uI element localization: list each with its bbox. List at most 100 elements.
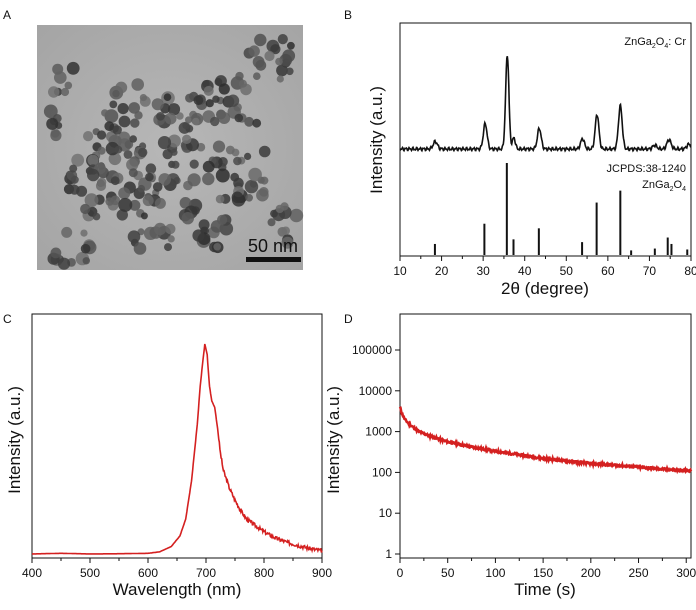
nanoparticle: [116, 209, 128, 221]
nanoparticle: [129, 199, 141, 211]
nanoparticle: [244, 116, 255, 127]
nanoparticle: [252, 56, 265, 68]
nanoparticle: [248, 167, 262, 182]
x-tick-label: 700: [196, 566, 216, 580]
nanoparticle: [153, 222, 167, 236]
nanoparticle: [43, 104, 58, 119]
nanoparticle: [109, 100, 118, 109]
nanoparticle: [164, 243, 172, 252]
nanoparticle: [57, 257, 71, 270]
nanoparticle: [218, 83, 230, 95]
x-tick-label: 250: [629, 566, 649, 580]
x-tick-label: 150: [533, 566, 553, 580]
emission-plot-frame: [31, 313, 323, 559]
x-tick-label: 10: [393, 264, 407, 278]
nanoparticle: [167, 103, 181, 116]
nanoparticle: [157, 136, 172, 150]
nanoparticle: [281, 226, 290, 235]
y-tick-label: 10000: [359, 384, 393, 398]
nanoparticle: [181, 212, 194, 225]
nanoparticle: [214, 78, 223, 86]
nanoparticle: [171, 160, 180, 169]
nanoparticle: [123, 150, 133, 159]
decay-curve-line: [398, 406, 693, 475]
nanoparticle: [234, 113, 244, 123]
nanoparticle: [46, 117, 59, 130]
nanoparticle: [61, 226, 73, 238]
nanoparticle: [50, 129, 62, 142]
nanoparticle: [145, 172, 154, 182]
nanoparticle: [258, 145, 271, 158]
nanoparticle: [140, 212, 148, 220]
x-tick-label: 20: [435, 264, 449, 278]
nanoparticle: [286, 67, 294, 76]
nanoparticle: [130, 118, 140, 128]
xrd-chart: 10 20 30 40 50 60 70 80 ZnGa2O4: Cr JCPDS:38-12…: [367, 22, 696, 298]
nanoparticle: [192, 229, 205, 242]
nanoparticle: [244, 152, 252, 160]
nanoparticle: [205, 99, 214, 108]
panel-label-a: A: [3, 8, 11, 22]
panel-label-b: B: [344, 8, 352, 22]
nanoparticle: [215, 168, 230, 183]
nanoparticle: [256, 188, 269, 202]
nanoparticle: [105, 197, 114, 206]
nanoparticle: [129, 135, 137, 143]
nanoparticle: [167, 134, 181, 148]
xrd-plot-frame: [399, 22, 692, 257]
decay-chart: 0 50 100 150 200 250 300110100100010000100000 …: [324, 313, 696, 599]
nanoparticle: [267, 218, 276, 227]
xrd-x-axis-label: 2θ (degree): [501, 279, 589, 298]
nanoparticle: [114, 145, 123, 154]
nanoparticle: [210, 116, 220, 127]
nanoparticle: [178, 122, 191, 134]
decay-plot-frame: [399, 313, 692, 559]
nanoparticle: [110, 176, 120, 186]
nanoparticle: [80, 243, 91, 254]
nanoparticle: [66, 61, 80, 75]
nanoparticle: [202, 160, 215, 173]
nanoparticle: [127, 230, 141, 243]
nanoparticle: [289, 208, 304, 223]
x-tick-label: 50: [441, 566, 455, 580]
nanoparticle: [83, 131, 94, 142]
xrd-y-axis-label: Intensity (a.u.): [367, 86, 386, 194]
nanoparticle: [97, 146, 106, 155]
nanoparticle: [87, 154, 99, 166]
nanoparticle: [69, 184, 80, 195]
y-tick-label: 1: [385, 547, 392, 561]
nanoparticle: [213, 243, 221, 251]
nanoparticle: [126, 158, 139, 171]
nanoparticle: [281, 236, 294, 249]
panel-label-d: D: [344, 312, 353, 326]
x-tick-label: 0: [397, 566, 404, 580]
nanoparticle: [50, 247, 62, 259]
nanoparticle: [260, 176, 269, 185]
nanoparticle: [134, 111, 143, 120]
nanoparticle: [158, 173, 171, 186]
nanoparticle: [252, 72, 261, 80]
nanoparticle: [164, 112, 177, 125]
x-tick-label: 300: [676, 566, 696, 580]
nanoparticle: [176, 112, 184, 120]
nanoparticle: [69, 164, 78, 173]
nanoparticle: [101, 109, 109, 117]
nanoparticle: [165, 223, 176, 235]
nanoparticle: [187, 173, 201, 187]
nanoparticle: [128, 168, 138, 178]
nanoparticle: [275, 204, 284, 214]
nanoparticle: [270, 209, 278, 218]
nanoparticle: [275, 57, 283, 66]
xrd-sample-pattern: [399, 56, 692, 153]
y-tick-label: 100000: [352, 343, 392, 357]
x-tick-label: 800: [254, 566, 274, 580]
y-tick-label: 10: [379, 506, 393, 520]
nanoparticle: [248, 45, 260, 57]
nanoparticle: [108, 152, 122, 166]
xrd-x-axis: 10 20 30 40 50 60 70 80: [393, 256, 696, 278]
nanoparticle: [82, 257, 91, 265]
nanoparticle: [137, 184, 146, 193]
nanoparticle: [139, 94, 147, 102]
nanoparticle: [87, 168, 100, 182]
